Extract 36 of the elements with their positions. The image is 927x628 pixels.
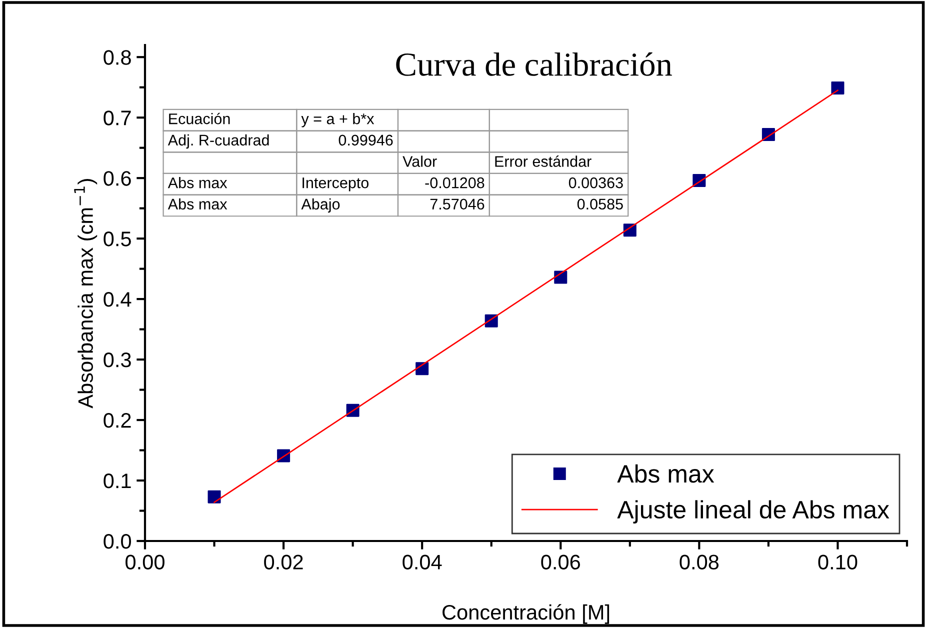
annotation: Abajo [301,198,340,213]
y-tick-label: 0.5 [104,232,131,246]
annotation: Adj. R-cuadrad [168,134,269,149]
annotation: 0.99946 [338,134,393,146]
annotation: Valor [402,156,437,167]
y-tick-label: 0.8 [104,50,131,65]
annotation: 0.00363 [568,177,623,188]
annotation: Ecuación [169,112,230,124]
x-tick-label: 0.08 [680,554,719,570]
annotation: 7.57046 [430,198,484,210]
y-tick-label: 0.2 [104,413,131,428]
annotation: y = a + b*x [301,113,374,128]
y-tick-label: 0.4 [104,292,132,307]
y-tick-label: 0.7 [104,110,131,126]
annotation: Intercepto [302,178,369,192]
annotation: Error estándar [495,156,592,167]
y-axis-title: Absorbancia max (cm$^{−1}$) [74,179,98,408]
point [831,81,844,94]
annotation: Abs max [168,177,228,188]
point [208,490,221,504]
annotation: 0.0585 [577,198,623,210]
x-tick-label: 0.00 [126,554,164,570]
chart-title: Curva de calibración [396,52,672,76]
y-tick-label: 0.1 [104,474,131,488]
annotation: -0.01208 [425,177,484,188]
legend-label: Ajuste lineal de Abs max [617,500,890,524]
x-tick-label: 0.02 [264,554,303,570]
x-tick-label: 0.06 [541,554,580,570]
legend-label: Abs max [617,464,714,483]
x-tick-label: 0.10 [818,554,858,570]
x-axis-title: Concentración [M] [442,604,610,624]
x-tick-label: 0.04 [402,554,442,570]
y-tick-label: 0.3 [104,352,131,368]
annotation: Abs max [168,198,228,210]
y-tick-label: 0.0 [104,534,131,549]
y-tick-label: 0.6 [104,171,131,186]
